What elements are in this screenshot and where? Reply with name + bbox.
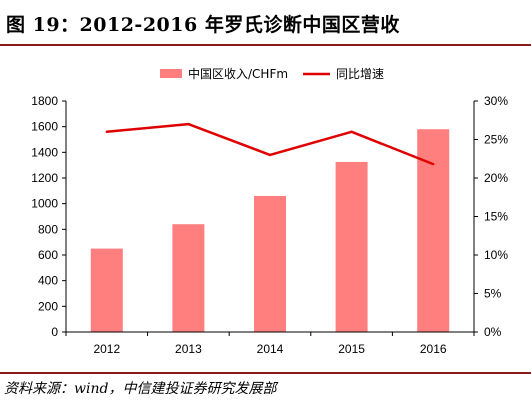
y-left-tick-label: 200 xyxy=(38,299,58,313)
y-right-tick-label: 25% xyxy=(484,133,508,147)
y-left-tick-label: 600 xyxy=(38,248,58,262)
bar-2012 xyxy=(90,248,123,332)
legend-line-label: 同比增速 xyxy=(336,67,384,81)
figure-title: 图 19：2012-2016 年罗氏诊断中国区营收 xyxy=(6,14,400,36)
x-tick-label: 2015 xyxy=(338,342,365,356)
growth-line xyxy=(106,122,434,166)
source-note: 资料来源：wind，中信建投证券研究发展部 xyxy=(4,381,277,397)
bar-2013 xyxy=(172,224,205,332)
growth-point-2013 xyxy=(187,122,190,126)
bar-2014 xyxy=(254,195,286,332)
growth-point-2012 xyxy=(105,130,109,133)
y-right-tick-label: 5% xyxy=(484,287,502,301)
y-left-tick-label: 800 xyxy=(38,222,58,236)
source-rule xyxy=(0,372,531,374)
x-tick-label: 2012 xyxy=(93,342,120,356)
x-tick-label: 2014 xyxy=(257,342,284,356)
y-left-tick-label: 0 xyxy=(51,325,58,339)
x-tick-label: 2013 xyxy=(175,342,202,356)
legend-bar-swatch xyxy=(160,69,182,78)
growth-point-2016 xyxy=(432,162,435,166)
y-right-tick-label: 10% xyxy=(484,248,508,262)
y-left-tick-label: 1200 xyxy=(31,171,58,185)
y-left-tick-label: 400 xyxy=(38,274,58,288)
legend-bar-label: 中国区收入/CHFm xyxy=(188,66,288,81)
title-rule xyxy=(0,44,531,46)
growth-point-2015 xyxy=(350,130,353,133)
y-left-tick-label: 1800 xyxy=(31,94,58,108)
plot-area: 0 200 400 600 800 1000 1200 1400 1600 1800 0% 5% 10%… xyxy=(31,94,508,356)
y-left-tick-label: 1600 xyxy=(31,120,58,134)
y-right-tick-label: 15% xyxy=(484,210,508,224)
y-right-tick-label: 30% xyxy=(484,94,508,108)
growth-point-2014 xyxy=(268,153,272,157)
y-left-tick-label: 1000 xyxy=(31,197,58,211)
bar-2015 xyxy=(335,161,368,332)
x-tick-label: 2016 xyxy=(420,342,447,356)
y-right-tick-label: 0% xyxy=(484,325,502,339)
y-left-tick-label: 1400 xyxy=(31,145,58,159)
legend: 中国区收入/CHFm 同比增速 xyxy=(160,66,384,81)
y-right-tick-label: 20% xyxy=(484,171,508,185)
